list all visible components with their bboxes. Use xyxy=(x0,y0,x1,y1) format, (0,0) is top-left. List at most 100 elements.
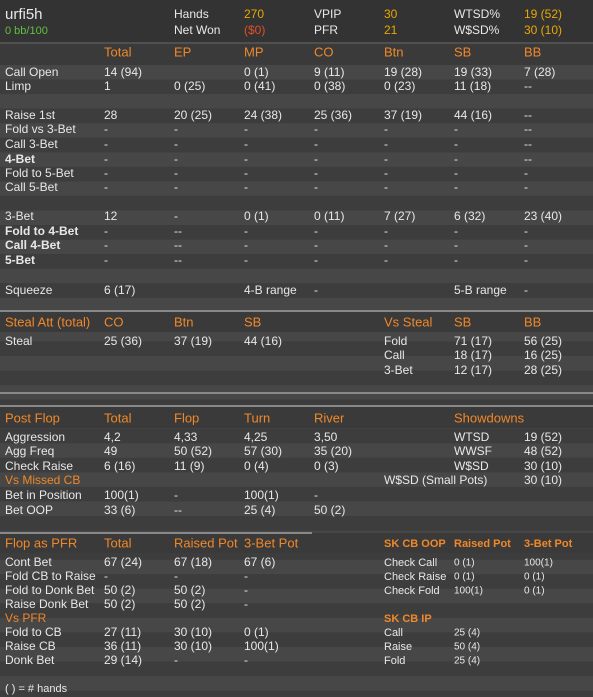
cell: 28 xyxy=(104,108,118,122)
cell: 100(1) xyxy=(524,558,553,569)
cell: 14 (94) xyxy=(104,65,142,79)
cell: 25 (36) xyxy=(314,108,352,122)
cell: 0 (1) xyxy=(524,572,545,583)
stat-label: W$SD% xyxy=(454,23,500,37)
stat-label: PFR xyxy=(314,23,338,37)
cell: - xyxy=(384,253,388,267)
stat-label: Net Won xyxy=(174,23,220,37)
cell: 4-B range xyxy=(244,283,297,297)
stat-value: ($0) xyxy=(244,23,265,37)
cell: 67 (24) xyxy=(104,555,142,569)
cell: 100(1) xyxy=(454,586,483,597)
cell: 18 (17) xyxy=(454,348,492,362)
cell: - xyxy=(384,224,388,238)
row-stripe xyxy=(0,516,593,531)
row-stripe xyxy=(0,472,593,487)
stat-label: WTSD% xyxy=(454,7,500,21)
cell: - xyxy=(384,122,388,136)
row-label: Call 5-Bet xyxy=(5,180,58,194)
row-stripe xyxy=(0,283,593,298)
section-header-band xyxy=(0,312,593,332)
cell: Check Raise xyxy=(384,571,446,583)
stat-value: 19 (52) xyxy=(524,7,562,21)
row-label: Vs PFR xyxy=(5,611,47,625)
row-stripe xyxy=(0,297,593,313)
cell: - xyxy=(524,238,528,252)
winrate: 0 bb/100 xyxy=(5,25,48,37)
cell: - xyxy=(384,238,388,252)
row-label: Steal xyxy=(5,334,32,348)
row-label: Donk Bet xyxy=(5,653,55,667)
column-header: Btn xyxy=(384,44,404,59)
cell: 4,25 xyxy=(244,430,268,444)
cell: Call xyxy=(384,627,403,639)
cell: 16 (25) xyxy=(524,348,562,362)
row-stripe xyxy=(0,356,593,371)
cell: - xyxy=(104,152,108,166)
cell: - xyxy=(174,209,178,223)
row-stripe xyxy=(0,457,593,473)
cell: - xyxy=(244,152,248,166)
cell: Fold xyxy=(384,334,407,348)
column-header: MP xyxy=(244,44,264,59)
column-header: CO xyxy=(104,314,124,329)
cell: 29 (14) xyxy=(104,653,142,667)
cell: -- xyxy=(524,137,532,151)
row-label: Call Open xyxy=(5,65,58,79)
column-header: Showdowns xyxy=(454,410,525,425)
section-header-band xyxy=(0,533,593,553)
cell: 19 (28) xyxy=(384,65,422,79)
cell: - xyxy=(524,283,528,297)
cell: 5-B range xyxy=(454,283,507,297)
cell: 67 (18) xyxy=(174,555,212,569)
cell: 50 (2) xyxy=(314,503,345,517)
cell: Fold xyxy=(384,655,405,667)
cell: - xyxy=(104,180,108,194)
column-header: Post Flop xyxy=(5,410,60,425)
cell: - xyxy=(384,152,388,166)
stat-value: 30 (10) xyxy=(524,23,562,37)
cell: - xyxy=(314,137,318,151)
cell: 25 (4) xyxy=(454,656,480,667)
column-header: SB xyxy=(454,314,471,329)
row-stripe xyxy=(0,166,593,182)
cell: - xyxy=(244,180,248,194)
row-label: Fold to 4-Bet xyxy=(5,224,78,238)
cell: - xyxy=(314,253,318,267)
cell: - xyxy=(454,180,458,194)
cell: 57 (30) xyxy=(244,444,282,458)
stripes xyxy=(0,65,593,697)
cell: - xyxy=(244,122,248,136)
cell: - xyxy=(104,166,108,180)
cell: 0 (4) xyxy=(244,459,269,473)
column-header: CO xyxy=(314,44,334,59)
section-header-band xyxy=(0,406,593,428)
row-stripe xyxy=(0,690,593,697)
row-stripe xyxy=(0,574,593,589)
cell: 24 (38) xyxy=(244,108,282,122)
cell: - xyxy=(104,253,108,267)
stat-value: 270 xyxy=(244,7,264,21)
cell: 50 (2) xyxy=(174,583,205,597)
cell: - xyxy=(524,253,528,267)
row-label: Bet OOP xyxy=(5,503,53,517)
cell: 48 (52) xyxy=(524,444,562,458)
row-stripe xyxy=(0,79,593,95)
column-header: BB xyxy=(524,314,541,329)
cell: 19 (52) xyxy=(524,430,562,444)
cell: - xyxy=(104,122,108,136)
cell: - xyxy=(384,166,388,180)
row-label: 4-Bet xyxy=(5,152,35,166)
column-header: SK CB OOP xyxy=(384,538,446,550)
column-header: Raised Pot xyxy=(454,538,511,550)
cell: 67 (6) xyxy=(244,555,275,569)
cell: Check Fold xyxy=(384,585,440,597)
column-header: Raised Pot xyxy=(174,535,238,550)
stat-label: VPIP xyxy=(314,7,341,21)
cell: - xyxy=(244,253,248,267)
row-label: 5-Bet xyxy=(5,253,35,267)
cell: -- xyxy=(524,79,532,93)
cell: 50 (52) xyxy=(174,444,212,458)
cell: 6 (17) xyxy=(104,283,135,297)
column-header: Total xyxy=(104,410,132,425)
